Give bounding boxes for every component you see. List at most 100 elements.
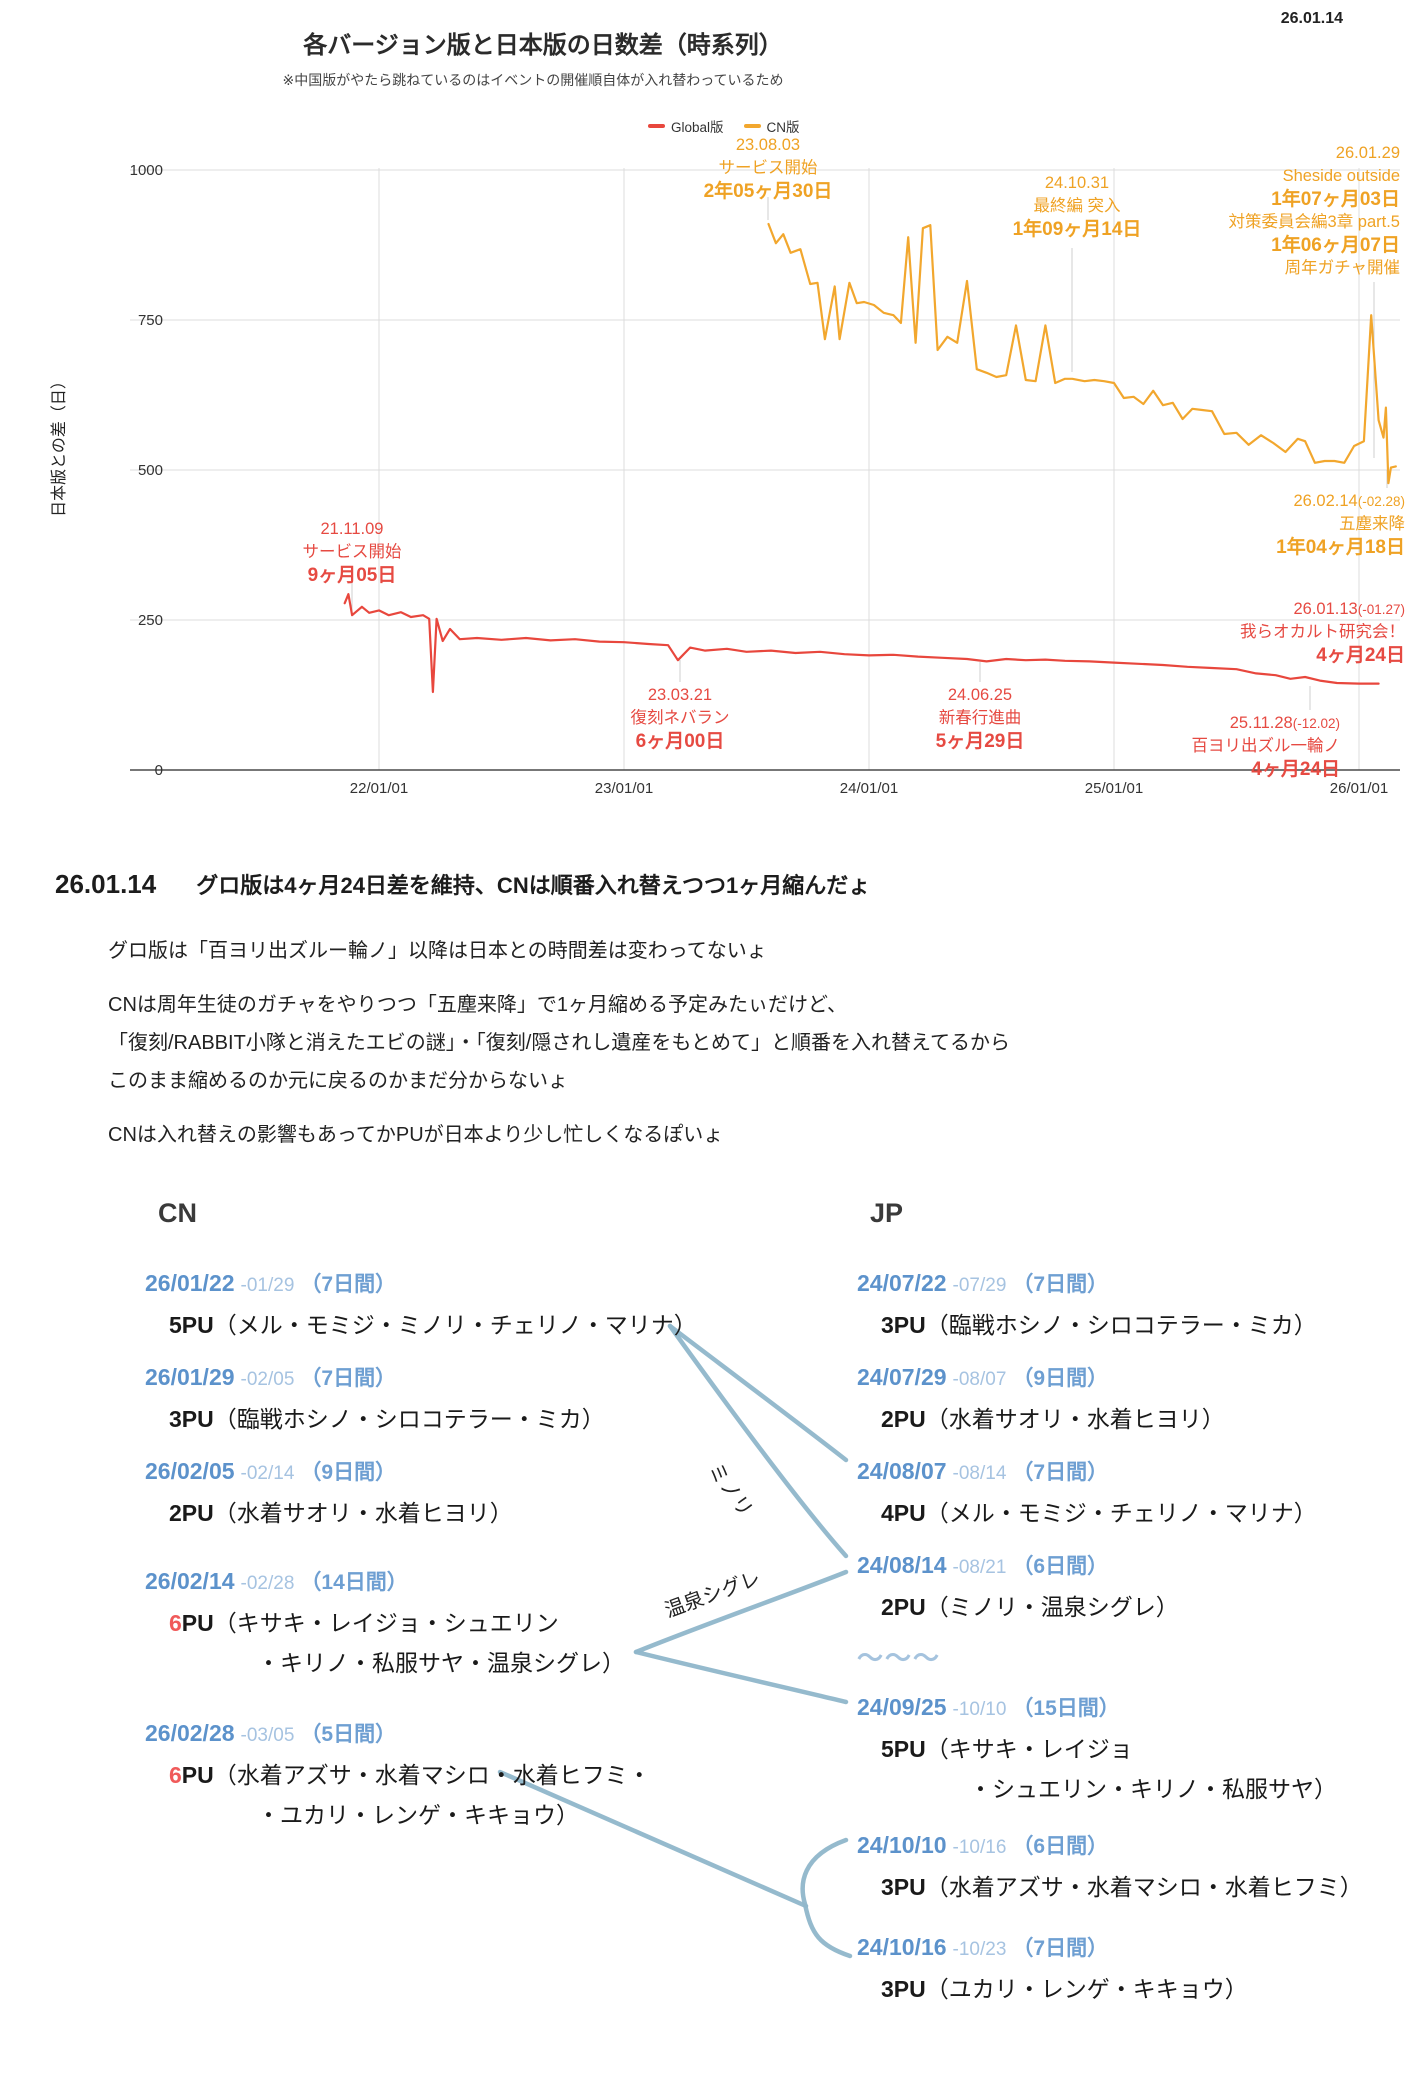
entry-pu-count: 5 [881, 1736, 894, 1762]
annotation-line: 周年ガチャ開催 [1284, 259, 1400, 277]
entry-pu-unit: PU [181, 1610, 214, 1636]
entry-end-date: -03/05 [240, 1725, 295, 1746]
annotation-line: 24.06.25 [947, 686, 1013, 704]
entry-end-date: -08/14 [952, 1463, 1007, 1484]
y-tick-label: 500 [138, 462, 163, 479]
entry-start-date: 26/02/28 [145, 1720, 235, 1746]
entry-pu-unit: PU [893, 1312, 926, 1338]
entry-end-date: -01/29 [240, 1275, 295, 1296]
entry-pickup-row: 3PU（水着アズサ・水着マシロ・水着ヒフミ） [881, 1868, 1363, 1902]
chart-annotation: 23.03.21 復刻ネバラン 6ヶ月00日 [631, 684, 730, 753]
entry-characters: （メル・モミジ・チェリノ・マリナ） [925, 1500, 1317, 1526]
entry-pu-count: 4 [881, 1500, 894, 1526]
entry-characters: （水着アズサ・水着マシロ・水着ヒフミ） [925, 1874, 1363, 1900]
annotation-line: サービス開始 [718, 159, 818, 177]
annotation-line: 五塵来降 [1339, 515, 1405, 533]
chart-annotation: 26.01.29 Sheside outside 1年07ヶ月03日 対策委員会編3章… [1229, 142, 1400, 280]
entry-date-row: 24/08/07 -08/14 （7日間） [857, 1456, 1317, 1486]
entry-pu-unit: PU [893, 1406, 926, 1432]
cn-schedule-entry: 26/02/28 -03/05 （5日間） 6PU（水着アズサ・水着マシロ・水着ヒフミ… [145, 1718, 651, 1830]
note-paragraph: CNは入れ替えの影響もあってかPUが日本より少し忙しくなるぽいょ [108, 1124, 724, 1146]
annotation-line: 5ヶ月29日 [935, 731, 1025, 752]
entry-duration: （7日間） [300, 1273, 397, 1296]
entry-pickup-row: 2PU（ミノリ・温泉シグレ） [881, 1588, 1179, 1622]
entry-duration: （6日間） [1012, 1835, 1109, 1858]
x-tick-label: 26/01/01 [1330, 780, 1388, 797]
annotation-line: 26.02.14(-02.28) [1276, 490, 1405, 513]
annotation-date: 25.11.28 [1229, 714, 1293, 732]
entry-pu-count: 3 [169, 1406, 182, 1432]
jp-schedule-entry: 24/08/07 -08/14 （7日間） 4PU（メル・モミジ・チェリノ・マリナ） [857, 1456, 1317, 1528]
entry-pickup-row: 3PU（臨戦ホシノ・シロコテラー・ミカ） [881, 1306, 1317, 1340]
jp-schedule-entry: 24/09/25 -10/10 （15日間） 5PU（キサキ・レイジョ ・シュエリン・キ… [857, 1692, 1337, 1804]
entry-duration: （15日間） [1012, 1697, 1120, 1720]
note-paragraph: CNは周年生徒のガチャをやりつつ「五塵来降」で1ヶ月縮める予定みたぃだけど、 「… [108, 994, 1010, 1092]
jp-schedule-entry: 24/07/22 -07/29 （7日間） 3PU（臨戦ホシノ・シロコテラー・ミカ） [857, 1268, 1317, 1340]
entry-duration: （9日間） [300, 1461, 397, 1484]
cn-schedule-entry: 26/01/22 -01/29 （7日間） 5PU（メル・モミジ・ミノリ・チェリノ・マ… [145, 1268, 697, 1340]
entry-characters-cont: ・キリノ・私服サヤ・温泉シグレ） [257, 1650, 625, 1676]
entry-pu-unit: PU [893, 1874, 926, 1900]
entry-characters: （ミノリ・温泉シグレ） [925, 1594, 1179, 1620]
chart-title: 各バージョン版と日本版の日数差（時系列） [303, 32, 783, 59]
entry-date-row: 24/10/10 -10/16 （6日間） [857, 1830, 1363, 1860]
entry-start-date: 26/02/05 [145, 1458, 235, 1484]
annotation-date: 26.01.13 [1293, 600, 1358, 618]
annotation-alt-date: (-02.28) [1357, 494, 1405, 509]
entry-characters: （メル・モミジ・ミノリ・チェリノ・マリナ） [213, 1312, 697, 1338]
annotation-line: サービス開始 [302, 543, 402, 561]
annotation-line: 最終編 突入 [1033, 197, 1121, 215]
entry-date-row: 24/10/16 -10/23 （7日間） [857, 1932, 1248, 1962]
entry-duration: （5日間） [300, 1723, 397, 1746]
entry-characters: （キサキ・レイジョ・シュエリン [213, 1610, 559, 1636]
entry-pu-count: 2 [881, 1594, 894, 1620]
entry-pickup-row: 5PU（キサキ・レイジョ [881, 1730, 1337, 1764]
entry-end-date: -10/10 [952, 1699, 1007, 1720]
note-paragraph: グロ版は「百ヨリ出ズルー輪ノ」以降は日本との時間差は変わってないょ [108, 940, 767, 962]
entry-end-date: -02/28 [240, 1573, 295, 1594]
entry-pu-count: 3 [881, 1312, 894, 1338]
entry-pickup-row: 6PU（水着アズサ・水着マシロ・水着ヒフミ・ [169, 1756, 651, 1790]
jp-schedule-entry: 24/10/10 -10/16 （6日間） 3PU（水着アズサ・水着マシロ・水着ヒフミ… [857, 1830, 1363, 1902]
x-tick-label: 24/01/01 [840, 780, 898, 797]
chart-annotation: 25.11.28(-12.02) 百ヨリ出ズル一輪ノ 4ヶ月24日 [1192, 712, 1341, 781]
chart-annotation: 26.01.13(-01.27) 我らオカルト研究会！ 4ヶ月24日 [1240, 598, 1405, 667]
chart-annotation: 26.02.14(-02.28) 五塵来降 1年04ヶ月18日 [1276, 490, 1405, 559]
entry-characters: （水着サオリ・水着ヒヨリ） [925, 1406, 1225, 1432]
entry-date-row: 26/01/22 -01/29 （7日間） [145, 1268, 697, 1298]
entry-start-date: 24/10/16 [857, 1934, 947, 1960]
jp-schedule-entry: 24/07/29 -08/07 （9日間） 2PU（水着サオリ・水着ヒヨリ） [857, 1362, 1225, 1434]
entry-end-date: -10/23 [952, 1939, 1007, 1960]
y-tick-label: 250 [138, 612, 163, 629]
jp-separator: ～～～ [857, 1643, 942, 1673]
chart-annotation: 24.10.31 最終編 突入 1年09ヶ月14日 [1013, 172, 1142, 241]
entry-date-row: 24/09/25 -10/10 （15日間） [857, 1692, 1337, 1722]
chart-annotations: 23.08.03 サービス開始 2年05ヶ月30日 24.10.31 最終編 突入 1年0… [0, 0, 1421, 820]
entry-pu-unit: PU [181, 1500, 214, 1526]
entry-start-date: 24/08/07 [857, 1458, 947, 1484]
jp-column-header: JP [870, 1198, 904, 1228]
entry-characters: （臨戦ホシノ・シロコテラー・ミカ） [925, 1312, 1317, 1338]
series-line-cn [767, 222, 1397, 485]
notes-heading-text: グロ版は4ヶ月24日差を維持、CNは順番入れ替えつつ1ヶ月縮んだょ [196, 873, 871, 898]
entry-duration: （7日間） [1012, 1273, 1109, 1296]
entry-pu-unit: PU [893, 1736, 926, 1762]
y-tick-label: 1000 [130, 162, 163, 179]
cn-schedule-entry: 26/01/29 -02/05 （7日間） 3PU（臨戦ホシノ・シロコテラー・ミカ） [145, 1362, 605, 1434]
annotation-line: 復刻ネバラン [630, 709, 730, 727]
chart-annotation: 24.06.25 新春行進曲 5ヶ月29日 [936, 684, 1025, 753]
chart-annotation: 23.08.03 サービス開始 2年05ヶ月30日 [704, 134, 833, 203]
annotation-line: Sheside outside [1282, 167, 1400, 185]
series-line-global [343, 593, 1380, 694]
annotation-line: 21.11.09 [320, 520, 384, 538]
entry-end-date: -02/14 [240, 1463, 295, 1484]
entry-pu-unit: PU [181, 1312, 214, 1338]
annotation-line: 23.08.03 [735, 136, 801, 154]
entry-characters: （キサキ・レイジョ [925, 1736, 1133, 1762]
chart-legend: Global版 CN版 [648, 116, 800, 136]
entry-date-row: 26/02/05 -02/14 （9日間） [145, 1456, 513, 1486]
entry-duration: （14日間） [300, 1571, 408, 1594]
entry-pu-count: 3 [881, 1874, 894, 1900]
legend-label: CN版 [766, 120, 800, 135]
